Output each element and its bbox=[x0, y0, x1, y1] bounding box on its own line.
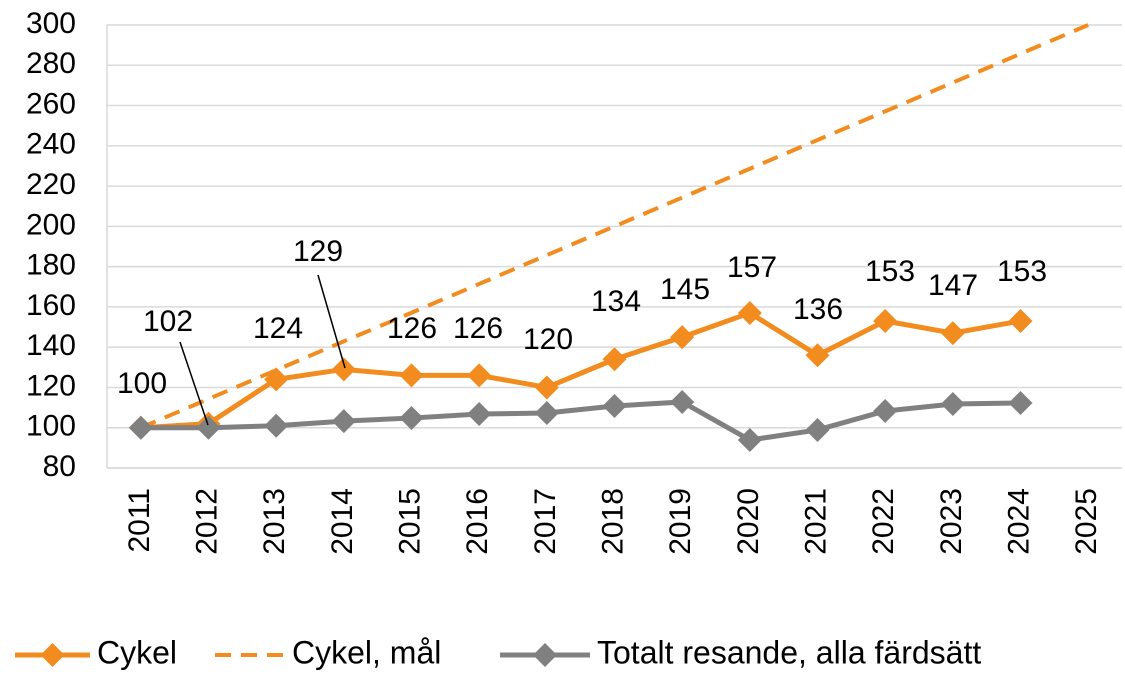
legend-label: Totalt resande, alla färdsätt bbox=[597, 634, 981, 670]
marker bbox=[940, 321, 965, 346]
marker bbox=[737, 300, 762, 325]
data-label: 145 bbox=[660, 273, 710, 306]
x-tick-label: 2018 bbox=[596, 488, 629, 555]
series-line bbox=[140, 399, 1021, 443]
x-tick-label: 2017 bbox=[529, 488, 562, 555]
leader-line bbox=[317, 274, 346, 369]
marker bbox=[940, 391, 965, 416]
y-tick-label: 100 bbox=[26, 410, 76, 443]
y-tick-label: 140 bbox=[26, 329, 76, 362]
data-label: 134 bbox=[591, 285, 641, 318]
marker bbox=[534, 375, 559, 400]
x-tick-label: 2024 bbox=[1002, 488, 1035, 555]
marker bbox=[1008, 390, 1033, 415]
legend-label: Cykel, mål bbox=[292, 634, 441, 670]
data-label: 157 bbox=[727, 251, 777, 284]
x-tick-label: 2021 bbox=[799, 488, 832, 555]
y-tick-label: 200 bbox=[26, 208, 76, 241]
legend-marker bbox=[40, 643, 65, 667]
data-label: 126 bbox=[387, 312, 437, 345]
x-tick-label: 2013 bbox=[258, 488, 291, 555]
marker bbox=[467, 402, 492, 427]
x-tick-label: 2023 bbox=[935, 488, 968, 555]
x-tick-label: 2022 bbox=[867, 488, 900, 555]
marker bbox=[399, 406, 424, 431]
legend-label: Cykel bbox=[97, 634, 177, 670]
y-tick-label: 120 bbox=[26, 369, 76, 402]
x-tick-label: 2016 bbox=[461, 488, 494, 555]
data-label: 153 bbox=[865, 255, 915, 288]
data-label: 120 bbox=[523, 323, 573, 356]
marker bbox=[399, 363, 424, 388]
marker bbox=[805, 343, 830, 368]
y-tick-label: 220 bbox=[26, 168, 76, 201]
x-tick-label: 2020 bbox=[732, 488, 765, 555]
marker bbox=[737, 428, 762, 453]
marker bbox=[196, 415, 221, 440]
marker bbox=[331, 409, 356, 434]
x-tick-label: 2011 bbox=[123, 488, 156, 553]
data-label: 102 bbox=[143, 305, 193, 338]
marker bbox=[602, 347, 627, 372]
x-tick-label: 2014 bbox=[326, 488, 359, 555]
y-tick-label: 180 bbox=[26, 249, 76, 282]
marker bbox=[264, 413, 289, 438]
marker bbox=[467, 363, 492, 388]
marker bbox=[331, 357, 356, 382]
marker bbox=[1008, 309, 1033, 334]
marker bbox=[873, 399, 898, 424]
marker bbox=[805, 417, 830, 442]
series-line bbox=[140, 310, 1021, 431]
x-tick-label: 2015 bbox=[393, 488, 426, 555]
x-tick-label: 2012 bbox=[190, 488, 223, 555]
legend-marker bbox=[533, 643, 557, 667]
data-label: 124 bbox=[253, 312, 303, 345]
marker bbox=[670, 325, 695, 350]
data-label: 153 bbox=[997, 255, 1047, 288]
x-tick-label: 2019 bbox=[664, 488, 697, 555]
y-tick-label: 300 bbox=[26, 7, 76, 40]
y-tick-label: 280 bbox=[26, 47, 76, 80]
x-tick-label: 2025 bbox=[1070, 488, 1103, 555]
data-label: 147 bbox=[928, 269, 978, 302]
data-label: 100 bbox=[117, 367, 167, 400]
series-line bbox=[140, 23, 1089, 430]
leader-line bbox=[179, 341, 209, 426]
marker bbox=[873, 309, 898, 334]
y-tick-label: 160 bbox=[26, 289, 76, 322]
marker bbox=[602, 393, 627, 418]
data-label: 129 bbox=[293, 235, 343, 268]
y-tick-label: 240 bbox=[26, 128, 76, 161]
data-label: 126 bbox=[453, 312, 503, 345]
data-label: 136 bbox=[793, 293, 843, 326]
y-tick-label: 80 bbox=[43, 450, 76, 483]
marker bbox=[534, 401, 559, 426]
marker bbox=[670, 389, 695, 414]
y-tick-label: 260 bbox=[26, 87, 76, 120]
marker bbox=[128, 415, 153, 440]
